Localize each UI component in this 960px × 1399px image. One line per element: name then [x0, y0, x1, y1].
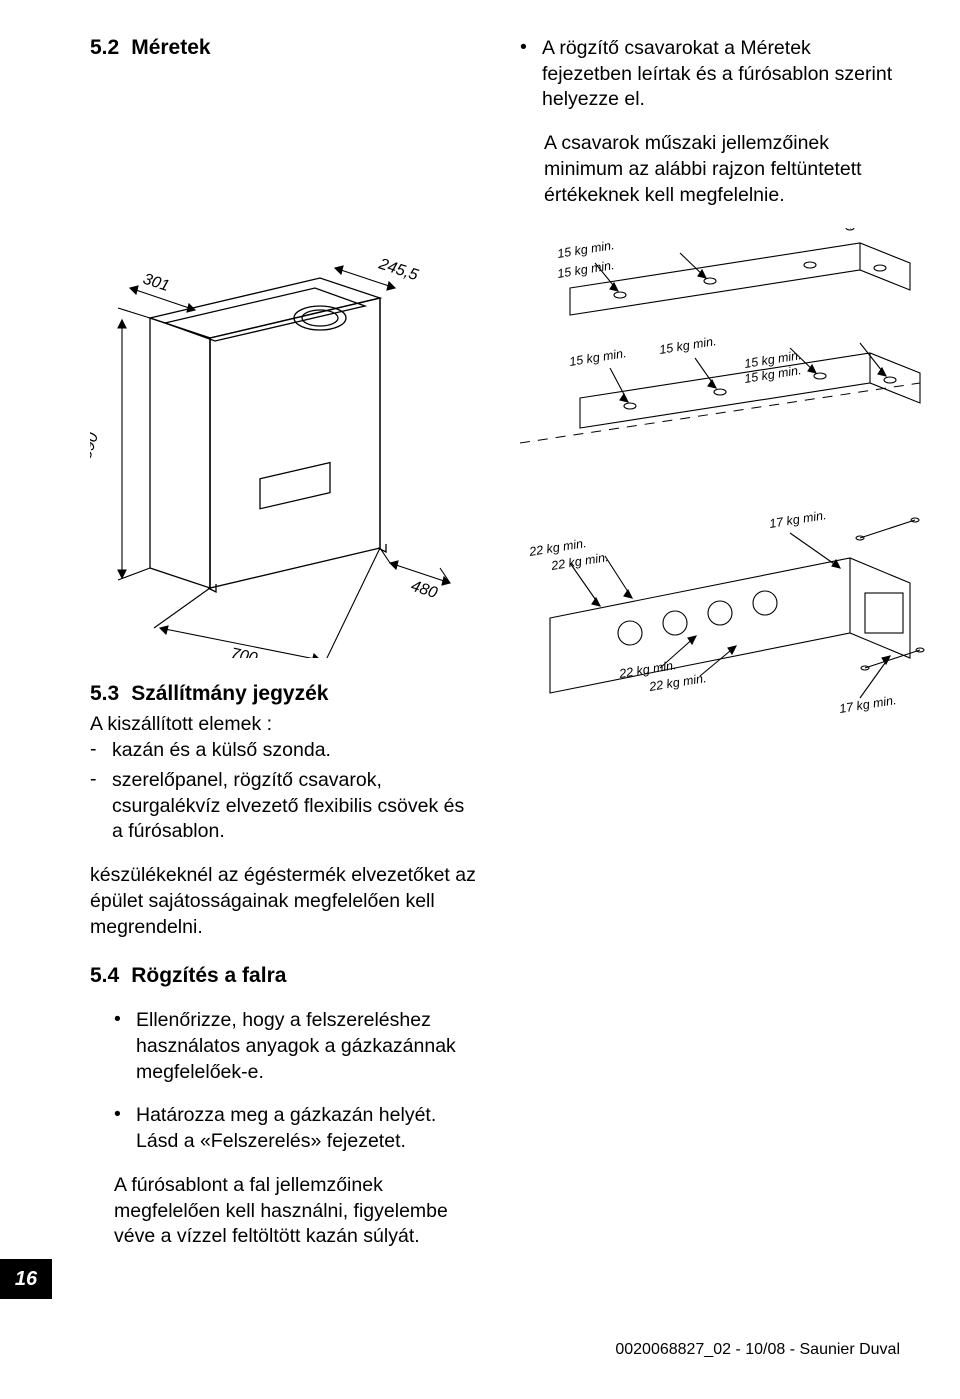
boiler-diagram-block: 301 245,5 890 700 480 5.3 Szállítmány jeg… [90, 228, 480, 1250]
s53-b2-text: szerelőpanel, rögzítő csavarok, csurgalé… [112, 768, 480, 845]
kg-label: 15 kg min. [568, 347, 627, 370]
dim-480: 480 [409, 578, 440, 602]
section-5-4: 5.4 Rögzítés a falra • Ellenőrizze, hogy … [90, 964, 480, 1250]
kg-label-17: 17 kg min. [768, 509, 827, 532]
section-5-3-heading: 5.3 Szállítmány jegyzék [90, 682, 480, 706]
dim-301: 301 [141, 271, 172, 295]
dim-890: 890 [90, 431, 102, 462]
section-title: Rögzítés a falra [131, 964, 286, 987]
bullet-marker: • [114, 1103, 136, 1154]
diagram-row: 301 245,5 890 700 480 5.3 Szállítmány jeg… [90, 228, 900, 1250]
manual-page: 5.2 Méretek • A rögzítő csavarokat a Mére… [0, 0, 960, 1399]
s53-b2: - szerelőpanel, rögzítő csavarok, csurga… [90, 768, 480, 845]
s54-b2: • Határozza meg a gázkazán helyét. Lásd … [114, 1103, 480, 1154]
s54-after: A fúrósablont a fal jellemzőinek megfele… [114, 1173, 480, 1250]
connection-jig-diagram: 22 kg min. 22 kg min. 17 kg min. 22 kg m… [510, 508, 930, 738]
intro-text-col: • A rögzítő csavarokat a Méretek fejezet… [520, 36, 900, 208]
bullet-marker: • [520, 36, 542, 113]
s53-b1-text: kazán és a külső szonda. [112, 738, 331, 764]
kg-label: 15 kg min. [658, 335, 717, 358]
section-number: 5.4 [90, 964, 119, 988]
dash-marker: - [90, 768, 112, 845]
mounting-bracket-diagram: 15 kg min. 15 kg min. 15 kg min. 15 kg m… [510, 228, 930, 478]
section-5-3: 5.3 Szállítmány jegyzék A kiszállított el… [90, 682, 480, 940]
s53-b1: - kazán és a külső szonda. [90, 738, 480, 764]
dash-marker: - [90, 738, 112, 764]
intro-p2: A csavarok műszaki jellemzőinek minimum … [544, 131, 900, 208]
intro-p1: A rögzítő csavarokat a Méretek fejezetbe… [542, 36, 900, 113]
heading-col: 5.2 Méretek [90, 36, 480, 208]
bullet-marker: • [114, 1008, 136, 1085]
section-number: 5.2 [90, 36, 119, 60]
right-diagrams: 15 kg min. 15 kg min. 15 kg min. 15 kg m… [510, 228, 930, 738]
s54-b2-text: Határozza meg a gázkazán helyét. Lásd a … [136, 1103, 480, 1154]
s54-b1: • Ellenőrizze, hogy a felszereléshez has… [114, 1008, 480, 1085]
section-5-4-heading: 5.4 Rögzítés a falra [90, 964, 480, 988]
page-number: 16 [15, 1268, 37, 1291]
section-number: 5.3 [90, 682, 119, 706]
dim-245-5: 245,5 [376, 256, 420, 285]
boiler-diagram: 301 245,5 890 700 480 [90, 228, 480, 658]
page-number-badge: 16 [0, 1259, 52, 1299]
s53-lead: A kiszállított elemek : [90, 712, 480, 738]
kg-label-17: 17 kg min. [838, 694, 897, 717]
section-5-2-heading: 5.2 Méretek [90, 36, 480, 60]
section-title: Szállítmány jegyzék [131, 682, 328, 705]
section-title: Méretek [131, 36, 210, 59]
s54-b1-text: Ellenőrizze, hogy a felszereléshez haszn… [136, 1008, 480, 1085]
kg-label: 15 kg min. [556, 239, 615, 262]
footer-docref: 0020068827_02 - 10/08 - Saunier Duval [615, 1341, 900, 1359]
intro-bullet-1: • A rögzítő csavarokat a Méretek fejezet… [520, 36, 900, 113]
top-row: 5.2 Méretek • A rögzítő csavarokat a Mére… [90, 36, 900, 208]
s53-after: készülékeknél az égéstermék elvezetőket … [90, 863, 480, 940]
